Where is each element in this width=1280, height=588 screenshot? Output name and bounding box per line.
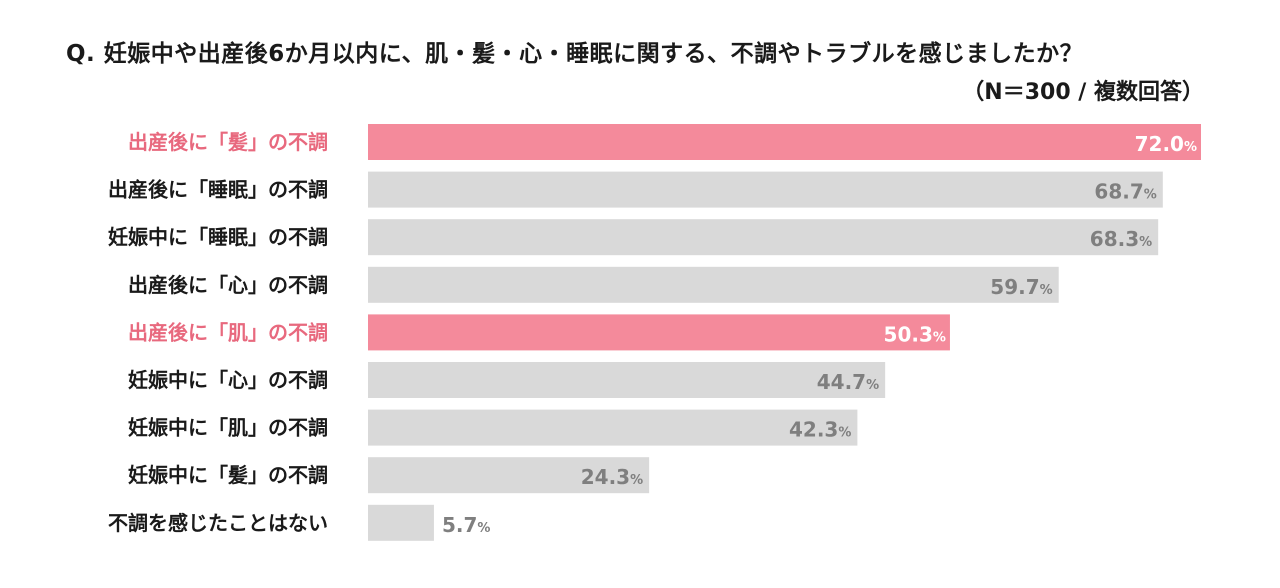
bar — [368, 457, 650, 494]
bar — [368, 409, 858, 446]
value-label: 24.3% — [581, 465, 643, 489]
category-label: 妊娠中に「睡眠」の不調 — [108, 225, 328, 249]
value-label: 5.7% — [442, 513, 490, 537]
category-label: 妊娠中に「髪」の不調 — [128, 463, 328, 487]
category-label: 出産後に「睡眠」の不調 — [108, 178, 328, 202]
category-label: 妊娠中に「肌」の不調 — [128, 416, 328, 440]
bar — [368, 314, 950, 351]
value-label: 42.3% — [789, 418, 851, 442]
bar — [368, 266, 1059, 303]
value-label: 72.0% — [1135, 132, 1197, 156]
value-label: 44.7% — [817, 370, 879, 394]
category-label: 不調を感じたことはない — [108, 511, 328, 535]
value-label: 68.3% — [1090, 227, 1152, 251]
chart-title: Q. 妊娠中や出産後6か月以内に、肌・髪・心・睡眠に関する、不調やトラブルを感じ… — [66, 41, 1084, 67]
category-label: 出産後に「心」の不調 — [128, 273, 328, 297]
category-label: 出産後に「肌」の不調 — [128, 320, 328, 344]
value-label: 50.3% — [884, 322, 946, 346]
bar — [368, 362, 886, 398]
bar — [368, 504, 434, 541]
value-label: 59.7% — [990, 275, 1052, 299]
value-label: 68.7% — [1094, 180, 1156, 204]
category-label: 出産後に「髪」の不調 — [128, 130, 328, 154]
category-label: 妊娠中に「心」の不調 — [128, 368, 328, 392]
bar — [368, 124, 1201, 160]
chart-subtitle: （N＝300 / 複数回答） — [962, 80, 1204, 105]
bar — [368, 219, 1159, 256]
bar — [368, 171, 1163, 208]
